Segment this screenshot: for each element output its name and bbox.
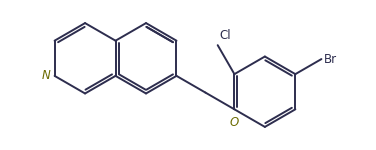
Text: N: N <box>41 69 50 82</box>
Text: Cl: Cl <box>219 29 230 42</box>
Text: Br: Br <box>324 53 337 66</box>
Text: O: O <box>230 116 239 129</box>
